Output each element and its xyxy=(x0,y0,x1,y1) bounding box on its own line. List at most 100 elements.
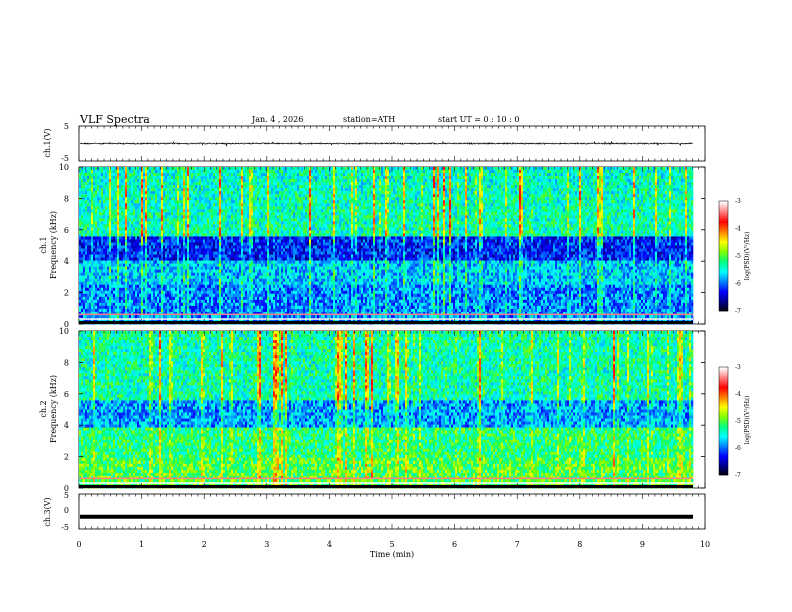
spectrogram-cell xyxy=(645,194,648,198)
spectrogram-cell xyxy=(643,182,646,186)
spectrogram-cell xyxy=(393,173,396,177)
spectrogram-cell xyxy=(389,212,392,216)
spectrogram-cell xyxy=(345,182,348,186)
spectrogram-cell xyxy=(323,185,326,189)
spectrogram-cell xyxy=(565,182,568,186)
spectrogram-cell xyxy=(95,179,98,183)
spectrogram-cell xyxy=(513,203,516,207)
spectrogram-cell xyxy=(453,176,456,180)
spectrogram-cell xyxy=(379,182,382,186)
spectrogram-cell xyxy=(231,185,234,189)
spectrogram-cell xyxy=(399,200,402,204)
spectrogram-cell xyxy=(681,176,684,180)
spectrogram-cell xyxy=(85,197,88,201)
spectrogram-cell xyxy=(447,188,450,192)
spectrogram-cell xyxy=(155,215,158,219)
spectrogram-cell xyxy=(127,176,130,180)
spectrogram-cell xyxy=(361,167,364,171)
spectrogram-cell xyxy=(133,179,136,183)
spectrogram-cell xyxy=(335,176,338,180)
spectrogram-cell xyxy=(601,173,604,177)
spectrogram-cell xyxy=(353,203,356,207)
spectrogram-cell xyxy=(393,191,396,195)
spectrogram-cell xyxy=(379,200,382,204)
spectrogram-cell xyxy=(415,209,418,213)
spectrogram-cell xyxy=(419,212,422,216)
spectrogram-cell xyxy=(617,206,620,210)
spectrogram-cell xyxy=(93,176,96,180)
spectrogram-cell xyxy=(277,197,280,201)
spectrogram-cell xyxy=(153,206,156,210)
spectrogram-cell xyxy=(505,179,508,183)
spectrogram-cell xyxy=(203,188,206,192)
spectrogram-cell xyxy=(499,191,502,195)
spectrogram-cell xyxy=(509,191,512,195)
spectrogram-cell xyxy=(379,209,382,213)
spectrogram-cell xyxy=(359,176,362,180)
spectrogram-cell xyxy=(619,173,622,177)
spectrogram-cell xyxy=(571,173,574,177)
spectrogram-cell xyxy=(663,194,666,198)
spectrogram-cell xyxy=(533,203,536,207)
spectrogram-cell xyxy=(587,173,590,177)
spectrogram-cell xyxy=(609,182,612,186)
spectrogram-cell xyxy=(391,176,394,180)
spectrogram-cell xyxy=(259,185,262,189)
spectrogram-cell xyxy=(475,179,478,183)
spectrogram-cell xyxy=(85,200,88,204)
spectrogram-cell xyxy=(529,191,532,195)
spectrogram-cell xyxy=(229,167,232,171)
spectrogram-cell xyxy=(495,179,498,183)
spectrogram-cell xyxy=(671,191,674,195)
spectrogram-cell xyxy=(411,191,414,195)
spectrogram-cell xyxy=(235,206,238,210)
spectrogram-cell xyxy=(141,191,144,195)
spectrogram-cell xyxy=(109,185,112,189)
spectrogram-cell xyxy=(219,167,222,171)
spectrogram-cell xyxy=(631,188,634,192)
spectrogram-cell xyxy=(383,206,386,210)
spectrogram-cell xyxy=(595,200,598,204)
spectrogram-cell xyxy=(507,212,510,216)
spectrogram-cell xyxy=(665,203,668,207)
spectrogram-cell xyxy=(495,170,498,174)
spectrogram-cell xyxy=(121,167,124,171)
spectrogram-cell xyxy=(239,191,242,195)
spectrogram-cell xyxy=(671,197,674,201)
spectrogram-cell xyxy=(153,170,156,174)
spectrogram-cell xyxy=(363,194,366,198)
spectrogram-cell xyxy=(665,200,668,204)
spectrogram-cell xyxy=(475,185,478,189)
spectrogram-cell xyxy=(141,206,144,210)
spectrogram-cell xyxy=(441,176,444,180)
spectrogram-cell xyxy=(669,179,672,183)
spectrogram-cell xyxy=(655,200,658,204)
spectrogram-cell xyxy=(339,200,342,204)
spectrogram-cell xyxy=(341,185,344,189)
spectrogram-cell xyxy=(267,173,270,177)
spectrogram-cell xyxy=(287,200,290,204)
spectrogram-cell xyxy=(467,194,470,198)
spectrogram-cell xyxy=(145,200,148,204)
spectrogram-cell xyxy=(541,212,544,216)
spectrogram-cell xyxy=(419,167,422,171)
spectrogram-cell xyxy=(391,179,394,183)
spectrogram-cell xyxy=(339,191,342,195)
spectrogram-cell xyxy=(93,179,96,183)
spectrogram-cell xyxy=(83,173,86,177)
spectrogram-cell xyxy=(223,179,226,183)
spectrogram-cell xyxy=(127,194,130,198)
spectrogram-cell xyxy=(173,203,176,207)
spectrogram-cell xyxy=(637,194,640,198)
spectrogram-cell xyxy=(123,179,126,183)
spectrogram-cell xyxy=(229,206,232,210)
spectrogram-cell xyxy=(569,206,572,210)
spectrogram-cell xyxy=(659,170,662,174)
spectrogram-cell xyxy=(243,182,246,186)
spectrogram-cell xyxy=(317,212,320,216)
spectrogram-cell xyxy=(567,197,570,201)
spectrogram-cell xyxy=(397,182,400,186)
spectrogram-cell xyxy=(177,188,180,192)
spectrogram-cell xyxy=(529,188,532,192)
spectrogram-cell xyxy=(547,188,550,192)
